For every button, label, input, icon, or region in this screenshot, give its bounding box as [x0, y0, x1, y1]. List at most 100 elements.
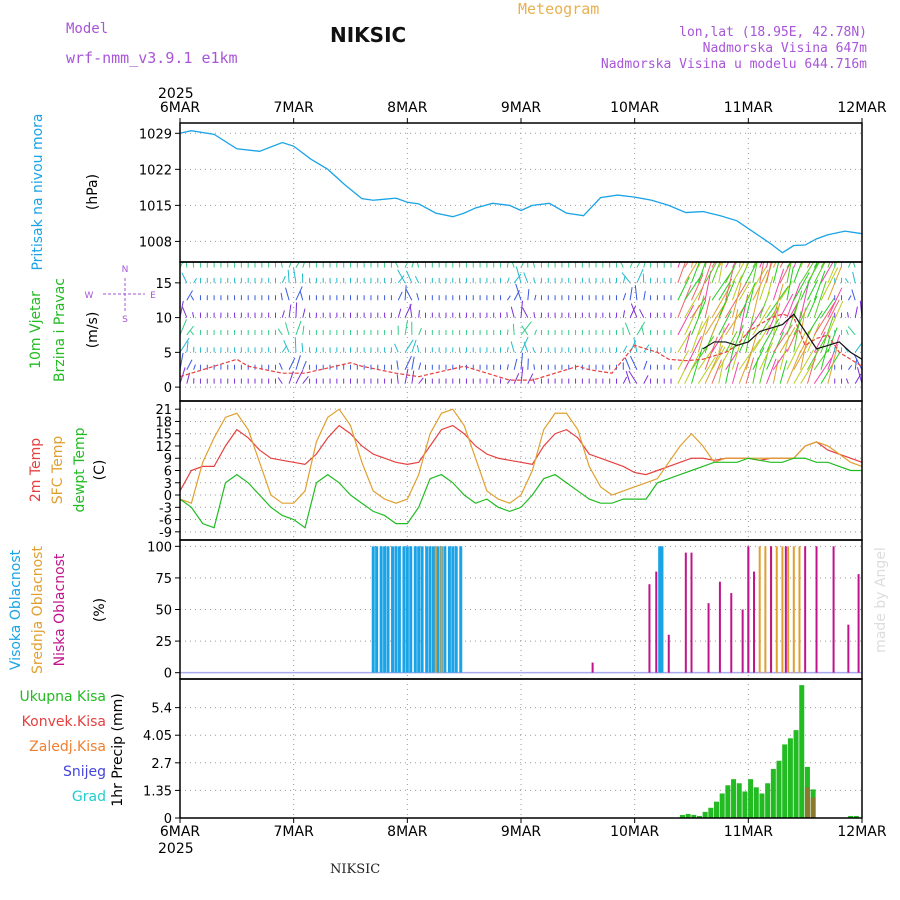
wind-barb — [637, 254, 644, 267]
wind-barb — [521, 353, 523, 370]
cloud-high-label: Visoka Oblacnost — [8, 549, 24, 670]
cloud-high-bar — [660, 546, 663, 672]
precip-rain-label: Ukupna Kisa — [19, 689, 106, 705]
wind-barb — [846, 379, 848, 384]
wind-barb — [855, 307, 857, 318]
wind-barb — [534, 312, 535, 317]
wind-barb — [623, 310, 624, 317]
wind-barb — [397, 361, 398, 370]
compass-e-label: E — [150, 291, 156, 301]
wind-barb — [190, 331, 193, 335]
cloud-mid-bar — [793, 546, 795, 672]
cloud-high-bar — [409, 546, 412, 672]
cloud-low-bar — [747, 546, 749, 672]
wind-mean-line — [703, 314, 862, 359]
temp-dewpt-label: dewpt Temp — [72, 427, 88, 512]
cloud-low-label: Niska Oblacnost — [52, 553, 68, 666]
wind-barb — [289, 305, 291, 318]
cloud-high-bar — [391, 546, 394, 672]
cloud-mid-bar — [776, 546, 778, 672]
wind-barb — [533, 378, 535, 383]
wind-barb — [678, 331, 691, 352]
wind-barb — [705, 271, 711, 300]
wind-barb — [507, 262, 508, 267]
x-tick-label-top: 7MAR — [274, 100, 315, 116]
cloud-low-bar — [770, 546, 772, 672]
wind-ylabel: 10m Vjetar — [28, 291, 44, 369]
wind-barb — [294, 268, 296, 283]
y-tick-label: 50 — [155, 604, 172, 619]
wind-barb — [511, 307, 514, 318]
wind-barb — [282, 346, 286, 352]
y-tick-label: 75 — [155, 572, 172, 587]
wind-barb — [533, 262, 534, 267]
wind-barb — [296, 321, 301, 335]
wind-barb — [678, 277, 690, 300]
wind-barb — [194, 278, 197, 283]
precip-rain-bar — [782, 744, 787, 818]
wind-barb — [303, 376, 309, 383]
wind-barb — [773, 237, 787, 267]
precip-rain-bar — [748, 779, 753, 818]
wind-barb — [398, 292, 402, 300]
cloud-mid-bar — [435, 546, 437, 672]
wind-barb — [712, 246, 723, 267]
wind-barb — [753, 348, 764, 370]
cloud-mid-bar — [781, 546, 783, 672]
wind-barb — [622, 273, 630, 283]
compass-w-label: W — [85, 291, 94, 301]
wind-barb — [528, 289, 529, 300]
precip-frz-bar — [811, 798, 816, 818]
wind-barb — [528, 358, 529, 369]
cloud-mid-label: Srednja Oblacnost — [30, 546, 46, 674]
y-tick-label: 5.4 — [151, 702, 172, 717]
cloud-low-bar — [785, 546, 787, 672]
wind-barb — [852, 289, 855, 300]
temp-unit-label: (C) — [92, 460, 108, 481]
wind-barb — [746, 358, 754, 384]
cloud-low-bar — [742, 610, 744, 673]
y-tick-label: 1029 — [139, 127, 172, 142]
wind-barb — [787, 247, 801, 267]
y-tick-label: 1015 — [139, 199, 172, 214]
wind-barb — [637, 269, 643, 283]
cloud-high-bar — [429, 546, 432, 672]
wind-barb — [282, 311, 284, 318]
wind-barb — [513, 324, 514, 335]
cloud-high-bar — [459, 546, 462, 672]
wind-barb — [753, 286, 760, 317]
precip-rain-bar — [788, 738, 793, 818]
wind-barb — [507, 278, 509, 283]
x-tick-label-bottom: 9MAR — [501, 824, 542, 840]
wind-barb — [862, 254, 873, 267]
wind-barb — [767, 359, 777, 384]
cloud-high-bar — [425, 546, 428, 672]
wind-barb — [623, 293, 625, 300]
y-tick-label: 5 — [164, 346, 172, 361]
wind-barb — [528, 374, 533, 384]
wind-barb — [303, 361, 306, 370]
y-tick-label: 10 — [155, 312, 172, 327]
cloud-high-bar — [417, 546, 420, 672]
wind-barb — [417, 345, 418, 352]
wind-barb — [746, 285, 754, 318]
wind-barb — [419, 378, 424, 384]
x-tick-label-top: 11MAR — [724, 100, 773, 116]
wind-barb — [678, 305, 694, 335]
cloud-high-bar — [383, 546, 386, 672]
wind-barb — [862, 321, 872, 335]
cloud-high-bar — [402, 546, 405, 672]
wind-barb — [846, 330, 848, 335]
wind-barb — [848, 295, 851, 300]
precip-grad-label: Grad — [72, 789, 106, 805]
cloud-low-bar — [592, 663, 594, 673]
year-label-bottom: 2025 — [158, 841, 194, 857]
wind-barb — [726, 266, 734, 300]
wind-barb — [412, 371, 414, 384]
wind-barb — [296, 370, 303, 383]
cloud-high-bar — [455, 546, 458, 672]
y-tick-label: 0 — [164, 667, 172, 682]
cloud-low-bar — [685, 553, 687, 673]
wind-barb — [753, 246, 764, 268]
